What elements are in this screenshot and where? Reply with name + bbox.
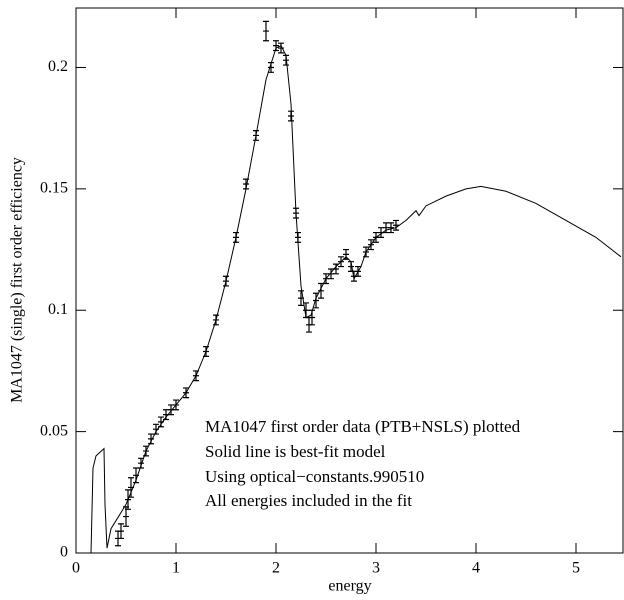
error-bar <box>388 222 394 234</box>
error-bar <box>355 265 361 277</box>
error-bar <box>263 20 269 42</box>
error-bar <box>118 523 124 540</box>
error-bar <box>268 62 274 73</box>
x-axis-label: energy <box>328 578 371 595</box>
error-bar <box>343 248 349 260</box>
error-bar <box>288 110 294 122</box>
error-bar <box>283 54 289 66</box>
error-bar <box>158 416 164 428</box>
error-bar <box>128 477 134 498</box>
error-bar <box>303 302 309 319</box>
error-bar <box>363 246 369 258</box>
x-tick-label: 5 <box>572 560 580 577</box>
annotation: Solid line is best-fit model <box>205 442 386 461</box>
error-bar <box>278 42 284 54</box>
y-tick-label: 0.15 <box>40 180 68 197</box>
error-bar <box>351 270 357 282</box>
error-bar <box>213 314 219 326</box>
x-tick-label: 0 <box>72 560 80 577</box>
error-bar <box>138 457 144 469</box>
x-tick-label: 3 <box>372 560 380 577</box>
x-tick-label: 4 <box>472 560 480 577</box>
error-bar <box>153 423 159 435</box>
error-bar <box>193 370 199 382</box>
error-bar <box>223 275 229 287</box>
y-tick-label: 0 <box>60 544 68 561</box>
x-tick-label: 1 <box>172 560 180 577</box>
error-bar <box>348 261 354 272</box>
annotation: MA1047 first order data (PTB+NSLS) plott… <box>205 417 521 436</box>
error-bar <box>143 445 149 457</box>
error-bar <box>298 290 304 306</box>
error-bar <box>373 231 379 243</box>
error-bar <box>293 207 299 219</box>
error-bar <box>253 129 259 141</box>
annotation: All energies included in the fit <box>205 491 412 510</box>
error-bar <box>123 506 129 527</box>
error-bar <box>125 489 131 510</box>
error-bar <box>148 433 154 445</box>
y-tick-label: 0.05 <box>40 422 68 439</box>
error-bar <box>273 40 279 52</box>
error-bar <box>133 467 139 484</box>
error-bar <box>393 219 399 231</box>
error-bar <box>383 222 389 234</box>
error-bar <box>168 404 174 416</box>
error-bar <box>233 231 239 243</box>
error-bar <box>173 399 179 411</box>
annotation: Using optical−constants.990510 <box>205 467 424 486</box>
error-bar <box>368 239 374 251</box>
error-bar <box>313 292 319 309</box>
y-axis-label: MA1047 (single) first order efficiency <box>9 157 26 403</box>
error-bar <box>323 273 329 285</box>
error-bar <box>318 282 324 299</box>
error-bar <box>183 387 189 399</box>
x-tick-label: 2 <box>272 560 280 577</box>
plot-frame <box>75 7 624 554</box>
error-bar <box>203 346 209 357</box>
y-tick-label: 0.2 <box>48 58 68 75</box>
error-bar <box>378 227 384 239</box>
error-bar <box>295 231 301 243</box>
y-tick-label: 0.1 <box>48 301 68 318</box>
error-bar <box>309 309 315 326</box>
error-bar <box>243 178 249 190</box>
error-bar <box>163 409 169 421</box>
error-bar <box>333 263 339 275</box>
error-bar <box>328 268 334 280</box>
error-bar <box>338 256 344 268</box>
